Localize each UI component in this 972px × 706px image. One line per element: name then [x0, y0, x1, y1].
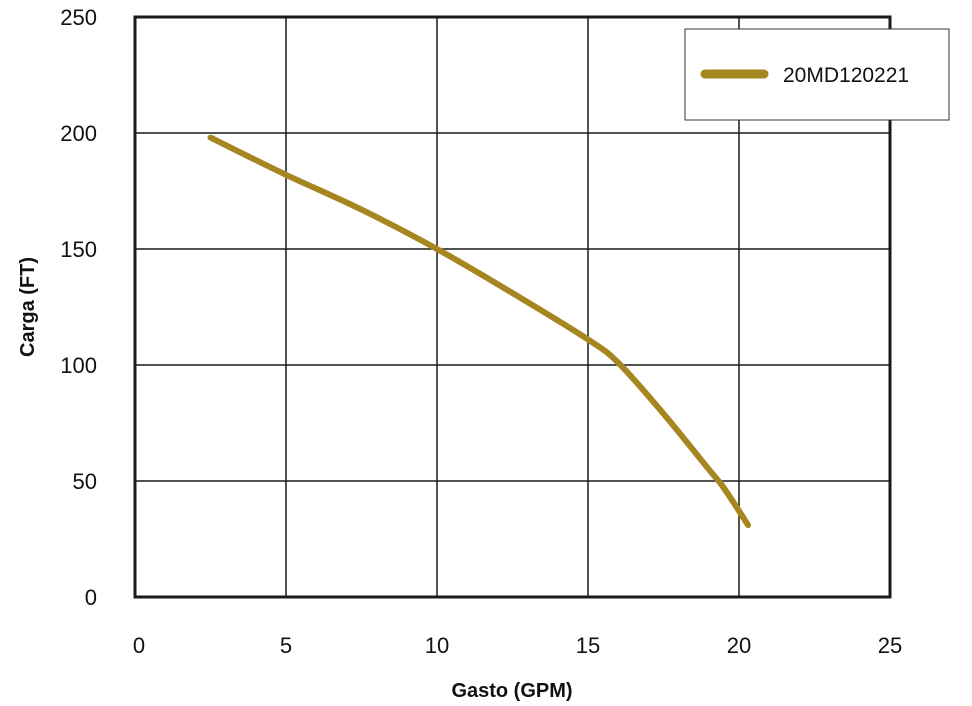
- legend: 20MD120221: [684, 28, 950, 121]
- x-tick-label: 20: [727, 633, 751, 658]
- x-tick-label: 5: [280, 633, 292, 658]
- x-tick-label: 10: [425, 633, 449, 658]
- plot-frame: [133, 15, 892, 599]
- y-tick-label: 0: [85, 585, 97, 610]
- y-tick-label: 250: [60, 5, 97, 30]
- x-tick-label: 25: [878, 633, 902, 658]
- y-axis-tick-labels: 0 50 100 150 200 250: [60, 5, 97, 610]
- x-axis-title: Gasto (GPM): [451, 680, 572, 702]
- y-tick-label: 100: [60, 353, 97, 378]
- x-axis-tick-labels: 0 5 10 15 20 25: [133, 633, 902, 658]
- y-tick-label: 150: [60, 237, 97, 262]
- y-tick-label: 50: [73, 469, 97, 494]
- y-axis-title: Carga (FT): [17, 257, 39, 357]
- legend-label: 20MD120221: [783, 64, 909, 87]
- x-tick-label: 15: [576, 633, 600, 658]
- y-tick-label: 200: [60, 121, 97, 146]
- x-tick-label: 0: [133, 633, 145, 658]
- series-layer: [207, 134, 752, 529]
- series-line: [207, 134, 752, 529]
